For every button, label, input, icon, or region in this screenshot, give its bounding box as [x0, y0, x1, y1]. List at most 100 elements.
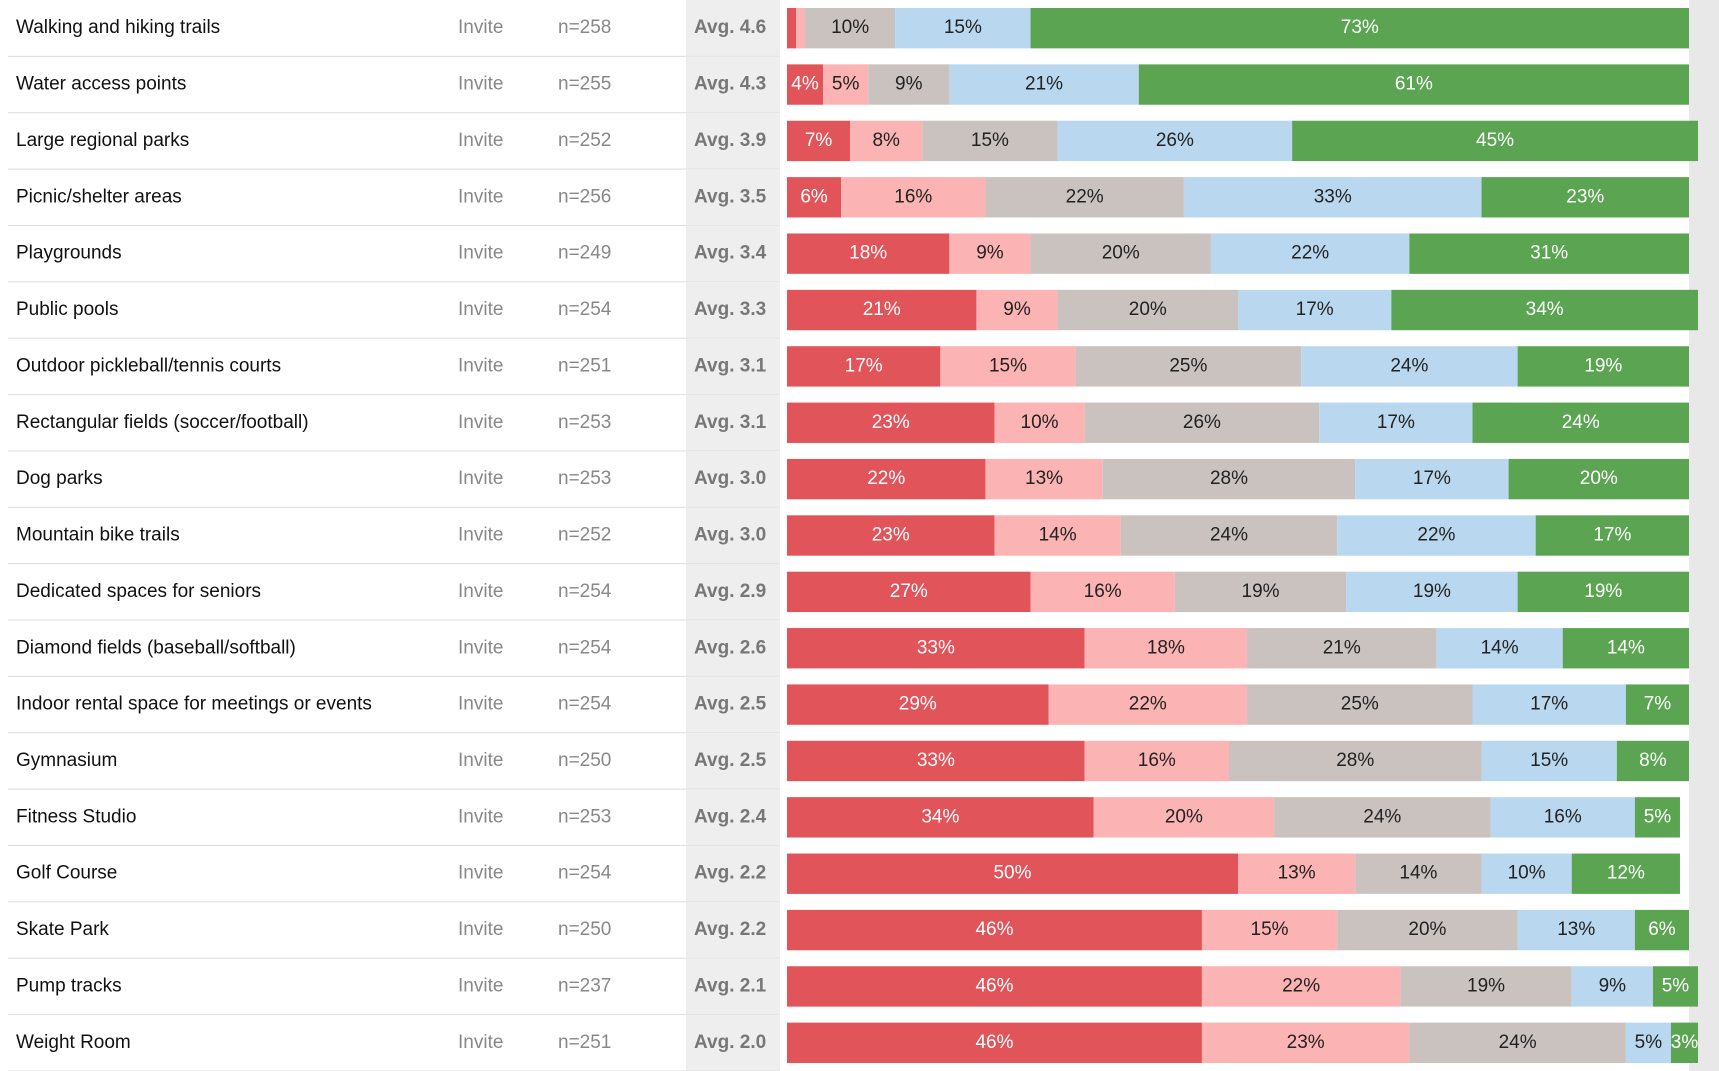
bar-segment	[1238, 853, 1356, 894]
bar-segment	[985, 177, 1184, 218]
value-label: 22%	[1066, 186, 1104, 207]
bar-segment	[787, 402, 995, 443]
value-label: 6%	[1648, 919, 1676, 940]
value-label: 16%	[894, 186, 932, 207]
bar-segment	[1174, 571, 1347, 613]
value-label: 18%	[849, 243, 887, 264]
value-label: 19%	[1413, 581, 1451, 602]
avg-cell	[686, 901, 780, 959]
bar-segment	[1634, 797, 1680, 838]
value-label: 9%	[1003, 299, 1031, 320]
value-label: 28%	[1336, 750, 1374, 771]
row-label: Fitness Studio	[16, 806, 136, 827]
value-label: 20%	[1165, 806, 1203, 827]
invite-label: Invite	[458, 468, 503, 489]
avg-cell	[686, 563, 780, 621]
bar-segment	[1472, 684, 1626, 725]
avg-cell	[686, 225, 780, 282]
bar-segment	[841, 177, 986, 218]
invite-label: Invite	[458, 186, 503, 207]
n-label: n=254	[558, 299, 612, 320]
bar-segment	[823, 64, 869, 105]
row-label: Dog parks	[16, 468, 103, 489]
value-label: 45%	[1476, 130, 1514, 151]
bar-segment	[1084, 740, 1229, 782]
bar-segment	[985, 458, 1103, 500]
bar-segment	[1517, 909, 1635, 951]
value-label: 19%	[1242, 581, 1280, 602]
value-label: 22%	[1417, 525, 1455, 546]
value-label: 24%	[1363, 806, 1401, 827]
invite-label: Invite	[458, 750, 503, 771]
avg-cell	[686, 169, 780, 226]
bar-segment	[1247, 628, 1437, 669]
avg-cell	[686, 620, 780, 677]
n-label: n=237	[558, 975, 611, 996]
value-label: 14%	[1039, 525, 1077, 546]
value-label: 17%	[1296, 299, 1334, 320]
avg-cell	[686, 338, 780, 395]
bar-segment	[1670, 1022, 1699, 1063]
value-label: 17%	[1593, 525, 1631, 546]
bar-segment	[787, 797, 1094, 838]
bar-segment	[922, 120, 1058, 162]
value-label: 19%	[1584, 581, 1622, 602]
value-label: 31%	[1530, 243, 1568, 264]
row-label: Dedicated spaces for seniors	[16, 581, 261, 602]
value-label: 25%	[1341, 694, 1379, 715]
value-label: 16%	[1544, 806, 1582, 827]
bar-segment	[1201, 1022, 1410, 1063]
row-label: Large regional parks	[16, 130, 189, 151]
bar-segment	[1625, 684, 1689, 725]
bar-segment	[1093, 797, 1275, 838]
value-label: 7%	[805, 130, 833, 151]
row-label: Water access points	[16, 74, 186, 95]
value-label: 9%	[976, 243, 1004, 264]
value-label: 24%	[1390, 355, 1428, 376]
row-label: Walking and hiking trails	[16, 17, 220, 38]
bar-segment	[895, 8, 1031, 49]
bar-segment	[1625, 1022, 1671, 1063]
value-label: 15%	[989, 355, 1027, 376]
avg-cell	[686, 507, 780, 564]
bar-segment	[1355, 458, 1509, 500]
value-label: 5%	[832, 74, 860, 95]
row-label: Mountain bike trails	[16, 525, 180, 546]
row-label: Pump tracks	[16, 975, 122, 996]
bar-segment	[1247, 684, 1473, 725]
avg-cell	[686, 958, 780, 1015]
avg-label: Avg. 2.0	[694, 1032, 766, 1053]
value-label: 27%	[890, 581, 928, 602]
bar-segment	[1337, 909, 1518, 951]
value-label: 23%	[872, 412, 910, 433]
value-label: 23%	[872, 525, 910, 546]
bar-segment	[1508, 458, 1689, 500]
bar-segment	[1210, 233, 1410, 274]
value-label: 20%	[1102, 243, 1140, 264]
value-label: 16%	[1084, 581, 1122, 602]
bar-segment	[949, 64, 1139, 105]
bar-segment	[787, 628, 1085, 669]
invite-label: Invite	[458, 1032, 503, 1053]
row-label: Playgrounds	[16, 243, 122, 264]
bar-segment	[787, 853, 1238, 894]
avg-label: Avg. 4.6	[694, 17, 766, 38]
row-label: Skate Park	[16, 919, 109, 940]
value-label: 24%	[1499, 1032, 1537, 1053]
value-label: 13%	[1025, 468, 1063, 489]
value-label: 15%	[971, 130, 1009, 151]
bar-segment	[976, 289, 1058, 331]
n-label: n=249	[558, 243, 611, 264]
row-label: Indoor rental space for meetings or even…	[16, 694, 372, 715]
bar-segment	[1201, 966, 1401, 1007]
bar-segment	[1652, 966, 1699, 1007]
value-label: 17%	[845, 355, 883, 376]
bar-segment	[787, 64, 824, 105]
bar-segment	[1030, 8, 1689, 49]
n-label: n=250	[558, 750, 611, 771]
invite-label: Invite	[458, 299, 503, 320]
value-label: 50%	[993, 863, 1031, 884]
invite-label: Invite	[458, 975, 503, 996]
avg-label: Avg. 3.9	[694, 130, 766, 151]
invite-label: Invite	[458, 243, 503, 264]
